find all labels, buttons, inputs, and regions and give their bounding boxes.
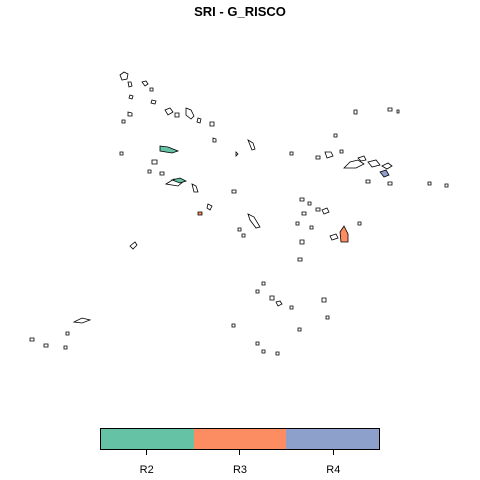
map-polygon — [381, 162, 393, 170]
map-polygon — [63, 345, 68, 350]
map-polygon — [231, 189, 237, 194]
map-polygon — [247, 213, 261, 229]
map-polygon — [325, 315, 330, 320]
map-polygon — [275, 351, 280, 356]
map-polygon — [159, 171, 165, 176]
legend-swatch-r2 — [101, 429, 194, 449]
map-polygon — [150, 99, 157, 105]
map-polygon-r2 — [170, 177, 188, 184]
map-polygon — [299, 239, 305, 245]
map-polygon — [289, 305, 294, 310]
map-polygon — [269, 295, 275, 301]
legend-tick — [146, 450, 147, 455]
map-polygon — [297, 327, 302, 332]
map-polygon — [247, 139, 256, 151]
map-polygon-r3 — [339, 225, 349, 243]
map-polygon — [174, 112, 180, 118]
map-polygon — [119, 71, 129, 81]
map-polygon — [127, 81, 133, 88]
map-polygon — [353, 109, 358, 115]
map-polygon — [396, 109, 400, 114]
map-polygon — [121, 119, 126, 124]
map-polygon — [127, 111, 133, 117]
map-polygon — [315, 207, 321, 212]
map-polygon — [237, 227, 242, 232]
map-polygon — [149, 87, 154, 92]
map-polygon — [147, 169, 152, 174]
map-polygon — [185, 107, 195, 120]
legend-label-r4: R4 — [326, 464, 341, 476]
map-polygon — [387, 107, 393, 112]
map-polygon — [129, 241, 138, 250]
map-polygon — [255, 289, 260, 294]
map-polygon — [141, 80, 149, 87]
map-polygon — [275, 300, 283, 307]
map-polygon — [307, 201, 312, 206]
map-title: SRI - G_RISCO — [194, 4, 286, 19]
map-polygon — [241, 233, 246, 238]
map-polygon — [65, 331, 70, 336]
map-polygon — [231, 323, 236, 328]
map-polygon — [339, 149, 344, 154]
map-polygon — [387, 181, 393, 186]
map-polygon — [357, 221, 362, 226]
map-polygon — [164, 107, 174, 116]
map-polygon — [299, 197, 305, 202]
map-polygon — [333, 133, 338, 138]
map-polygon — [206, 203, 213, 211]
map-polygon — [209, 121, 215, 127]
map-polygon — [119, 151, 124, 156]
map-polygon — [43, 343, 49, 348]
map-polygon — [321, 297, 327, 303]
map-polygon — [365, 179, 371, 184]
map-polygon — [343, 159, 365, 169]
legend-tick — [333, 450, 334, 455]
map-polygon — [261, 281, 266, 286]
color-legend-bar — [100, 428, 380, 450]
map-polygon — [151, 159, 158, 165]
map-polygon-r2 — [159, 145, 180, 154]
map-polygon — [289, 151, 294, 156]
map-polygon — [444, 183, 449, 188]
map-polygon-r3 — [197, 211, 203, 216]
map-polygon — [309, 225, 314, 230]
map-canvas — [29, 71, 449, 356]
map-polygon — [295, 221, 300, 226]
map-polygon — [128, 94, 134, 100]
legend-label-r2: R2 — [139, 464, 154, 476]
map-polygon — [427, 181, 432, 186]
map-polygon — [196, 117, 202, 124]
map-polygon — [315, 155, 321, 160]
map-polygon — [191, 183, 199, 193]
legend-tick — [239, 450, 240, 455]
map-polygon — [212, 137, 217, 143]
map-polygon — [329, 233, 339, 241]
legend-swatch-r3 — [193, 429, 287, 449]
map-polygon — [72, 317, 92, 324]
map-polygon — [301, 211, 307, 216]
legend-swatch-r4 — [286, 429, 380, 449]
map-polygon — [29, 337, 35, 342]
map-polygon — [261, 349, 266, 354]
map-polygon-r4 — [379, 169, 390, 178]
map-polygon — [357, 155, 367, 162]
map-polygon — [255, 341, 260, 346]
map-polygon — [324, 151, 334, 159]
map-polygon — [367, 159, 381, 168]
legend-label-r3: R3 — [232, 464, 248, 476]
legend-labels: R2 R3 R4 — [100, 464, 380, 476]
map-polygon — [297, 257, 303, 262]
map-polygon — [321, 207, 330, 215]
map-polygon — [235, 151, 239, 157]
